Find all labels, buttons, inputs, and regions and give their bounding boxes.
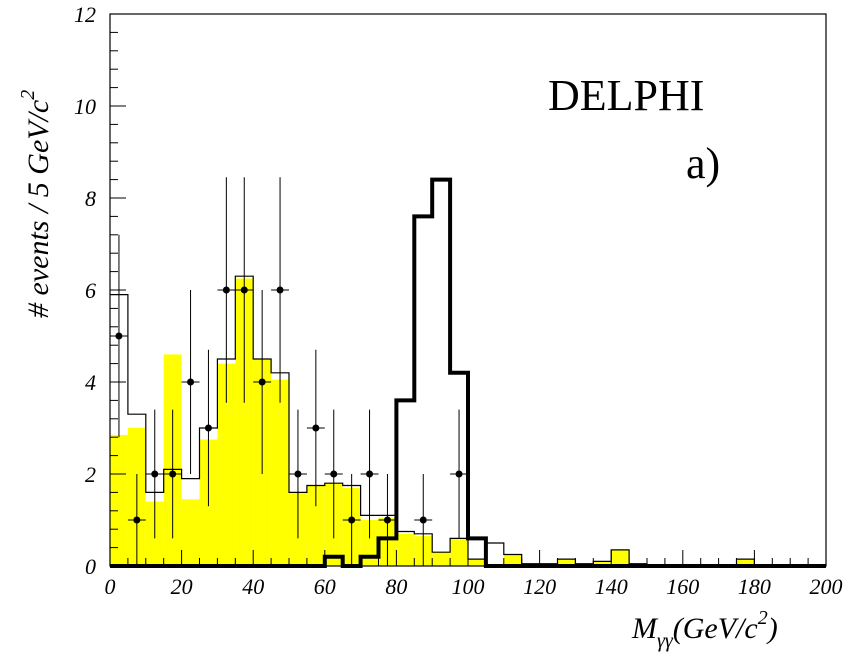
filled-bar	[217, 363, 236, 566]
x-tick-label: 60	[314, 574, 336, 599]
data-marker	[383, 516, 391, 524]
x-tick-label: 80	[385, 574, 407, 599]
data-marker	[348, 516, 356, 524]
data-marker	[204, 424, 212, 432]
y-tick-label: 0	[85, 554, 96, 579]
filled-bar	[235, 278, 254, 566]
data-point	[414, 474, 433, 566]
filled-bar	[271, 379, 289, 566]
data-marker	[133, 516, 141, 524]
data-point	[110, 234, 128, 438]
data-point	[306, 349, 325, 507]
data-marker	[330, 470, 338, 478]
panel-label: a)	[686, 139, 720, 188]
y-axis-label: # events / 5 GeV/c2	[17, 90, 55, 318]
data-point	[271, 177, 289, 403]
x-axis-label: Mγγ(GeV/c2)	[631, 607, 778, 652]
x-tick-label: 160	[666, 574, 699, 599]
filled-bar	[557, 559, 576, 566]
data-marker	[366, 470, 374, 478]
x-axis-ticks: 0 20 40 60 80 100 120 140 160 180 200	[105, 550, 843, 599]
filled-bar	[432, 552, 451, 566]
x-tick-label: 100	[452, 574, 485, 599]
y-tick-label: 12	[74, 2, 96, 27]
data-point	[217, 177, 236, 403]
data-point	[450, 409, 468, 539]
filled-bar	[360, 520, 379, 566]
x-tick-label: 200	[810, 574, 843, 599]
x-tick-label: 20	[171, 574, 193, 599]
data-marker	[276, 286, 284, 294]
y-tick-label: 10	[74, 94, 96, 119]
x-tick-label: 0	[105, 574, 116, 599]
filled-bar	[306, 485, 325, 566]
data-point	[163, 409, 182, 539]
data-points	[110, 177, 468, 566]
data-point	[181, 290, 200, 474]
data-marker	[455, 470, 463, 478]
y-tick-label: 2	[85, 462, 96, 487]
data-marker	[294, 470, 302, 478]
data-marker	[187, 378, 195, 386]
data-point	[235, 177, 254, 403]
y-tick-label: 8	[85, 186, 96, 211]
filled-bar	[503, 554, 522, 566]
filled-bar	[450, 538, 468, 566]
filled-bar	[593, 561, 612, 566]
data-marker	[151, 470, 159, 478]
experiment-label: DELPHI	[548, 71, 704, 120]
data-point	[378, 474, 397, 566]
x-tick-label: 40	[242, 574, 264, 599]
filled-bar	[396, 533, 415, 566]
data-marker	[419, 516, 427, 524]
filled-bar	[181, 499, 200, 566]
data-marker	[258, 378, 266, 386]
filled-bar	[468, 559, 486, 566]
data-marker	[222, 286, 230, 294]
data-marker	[169, 470, 177, 478]
data-marker	[312, 424, 320, 432]
data-point	[145, 409, 164, 539]
data-marker	[240, 286, 248, 294]
data-point	[342, 474, 361, 566]
filled-bar	[110, 434, 128, 566]
data-point	[289, 409, 307, 539]
y-tick-label: 6	[85, 278, 96, 303]
filled-bar	[736, 559, 755, 566]
data-point	[127, 474, 146, 566]
y-tick-label: 4	[85, 370, 96, 395]
data-point	[253, 290, 272, 474]
data-point	[360, 409, 379, 539]
data-marker	[115, 332, 123, 340]
x-tick-label: 140	[595, 574, 628, 599]
filled-background-histogram	[110, 278, 755, 566]
x-tick-label: 180	[738, 574, 771, 599]
y-axis-ticks: 0 2 4 6 8 10 12	[74, 2, 126, 579]
filled-bar	[611, 549, 630, 566]
x-tick-label: 120	[523, 574, 556, 599]
data-point	[199, 349, 218, 507]
data-point	[324, 409, 343, 539]
